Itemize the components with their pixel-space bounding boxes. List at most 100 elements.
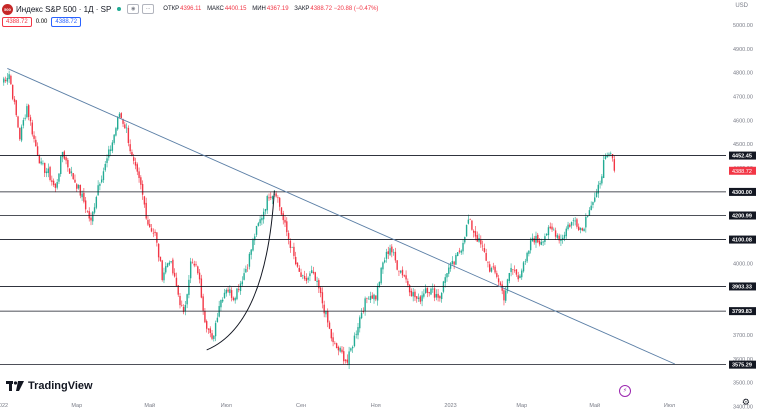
candle-body: [473, 230, 475, 233]
candle-body: [517, 275, 519, 280]
candle-body: [113, 134, 115, 143]
close-value: 4388.72 −20.88 (−0.47%): [310, 6, 379, 12]
lightning-icon[interactable]: ⚡: [619, 385, 631, 397]
candle-body: [455, 254, 457, 265]
candle-body: [65, 157, 67, 161]
candle-body: [70, 171, 73, 173]
candle-body: [92, 211, 94, 222]
candle-body: [542, 241, 544, 243]
candle-body: [29, 117, 32, 122]
high-label: МАКС: [207, 6, 224, 12]
candle-body: [321, 292, 324, 304]
currency-label[interactable]: USD: [735, 3, 748, 9]
candle-body: [186, 294, 188, 305]
candle-body: [526, 252, 528, 262]
sell-price-box[interactable]: 4388.72: [2, 17, 32, 27]
candle-body: [124, 124, 126, 129]
candle-body: [278, 197, 281, 207]
candle-body: [558, 235, 560, 241]
candle-body: [513, 270, 516, 271]
tradingview-icon: [6, 381, 24, 391]
y-tick-label: 5000.00: [733, 23, 753, 29]
eye-icon[interactable]: ◉: [127, 4, 140, 14]
candle-body: [439, 296, 441, 299]
candle-body: [528, 250, 530, 254]
candle-body: [405, 275, 407, 280]
candle-body: [268, 197, 270, 199]
candle-body: [403, 275, 405, 277]
candle-body: [337, 346, 340, 351]
candle-body: [330, 328, 332, 339]
candle-body: [565, 228, 567, 237]
candle-body: [578, 226, 580, 231]
candle-body: [35, 139, 37, 147]
candle-body: [424, 288, 427, 294]
level-label-bg: [729, 360, 756, 369]
candle-body: [45, 171, 48, 174]
candle-body: [216, 317, 219, 323]
candle-body: [38, 156, 41, 164]
candle-body: [396, 260, 398, 270]
candle-body: [42, 163, 44, 164]
ohlc-values: ОТКР4396.11 МАКС4400.15 МИН4367.19 ЗАКР4…: [163, 6, 382, 12]
candle-body: [159, 256, 162, 261]
candle-body: [435, 294, 438, 298]
settings-gear-icon[interactable]: ⚙: [741, 397, 750, 407]
candle-body: [172, 259, 174, 274]
candle-body: [255, 225, 258, 235]
candle-body: [222, 299, 224, 302]
candle-body: [143, 196, 146, 205]
candle-body: [122, 119, 124, 124]
level-label: 4452.45: [732, 154, 752, 160]
candle-body: [367, 298, 370, 300]
candle-body: [328, 322, 331, 329]
candle-body: [188, 279, 190, 295]
candle-body: [510, 267, 512, 273]
candle-body: [3, 78, 5, 83]
candle-body: [355, 333, 357, 335]
buy-price-box[interactable]: 4388.72: [51, 17, 82, 27]
candle-body: [168, 262, 171, 265]
candle-body: [433, 288, 436, 298]
candle-body: [492, 266, 494, 268]
candle-body: [576, 219, 578, 227]
candle-body: [362, 311, 365, 313]
candle-body: [254, 236, 256, 241]
candle-body: [366, 298, 368, 299]
candle-body: [540, 242, 543, 245]
symbol-title[interactable]: Индекс S&P 500 · 1Д · SP: [16, 4, 112, 14]
candle-body: [505, 290, 507, 301]
tradingview-logo[interactable]: TradingView: [6, 380, 93, 392]
candle-body: [90, 217, 92, 221]
candle-body: [195, 264, 197, 266]
candle-body: [67, 160, 69, 168]
candle-body: [280, 207, 283, 215]
candle-body: [6, 77, 9, 82]
candle-body: [401, 269, 404, 276]
low-label: МИН: [252, 6, 266, 12]
candle-body: [213, 335, 215, 339]
candle-body: [246, 267, 249, 269]
x-tick-label: Май: [589, 402, 600, 409]
candle-body: [287, 233, 290, 240]
candle-body: [515, 269, 518, 275]
candle-body: [344, 359, 347, 361]
candle-body: [56, 182, 58, 188]
candle-body: [184, 304, 187, 312]
candle-body: [440, 292, 443, 300]
candle-body: [398, 270, 400, 272]
candle-body: [54, 183, 57, 188]
x-tick-label: Сен: [296, 403, 306, 409]
candle-body: [302, 275, 304, 276]
level-label-bg: [729, 282, 756, 291]
candle-body: [376, 286, 379, 301]
candle-body: [207, 328, 210, 330]
candle-body: [585, 216, 587, 228]
high-value: 4400.15: [224, 6, 247, 12]
candle-body: [26, 106, 28, 118]
candle-body: [51, 180, 53, 182]
more-icon[interactable]: ⋯: [142, 4, 155, 14]
candle-body: [375, 295, 377, 300]
candle-body: [189, 261, 192, 279]
